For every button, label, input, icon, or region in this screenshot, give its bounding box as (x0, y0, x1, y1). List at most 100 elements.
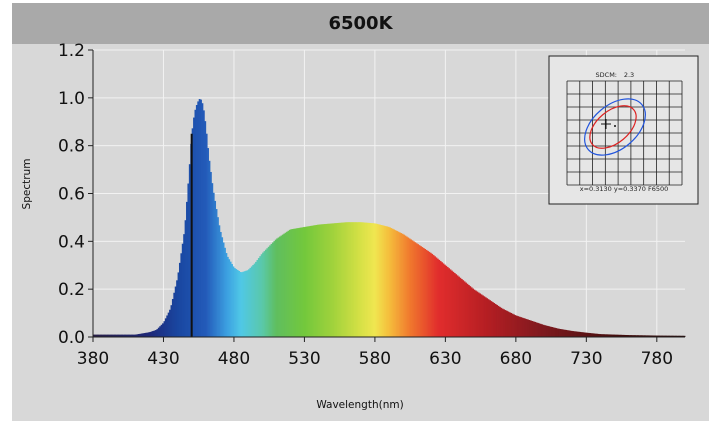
spectrum-bar (443, 264, 446, 337)
spectrum-bar (348, 222, 350, 337)
spectrum-bar (456, 275, 459, 337)
spectrum-bar (656, 335, 659, 337)
spectrum-bar (225, 253, 228, 337)
spectrum-bar (135, 334, 138, 337)
x-tick-label: 580 (359, 349, 391, 369)
spectrum-bar (425, 249, 428, 337)
spectrum-bar (357, 222, 360, 337)
spectrum-bar (291, 229, 294, 337)
spectrum-bar (341, 222, 343, 337)
chart-title-bar: 6500K (12, 3, 709, 44)
spectrum-bar (132, 334, 135, 337)
spectrum-bar (486, 298, 489, 337)
spectrum-bar (562, 329, 565, 337)
spectrum-bar (101, 334, 104, 337)
spectrum-bar (379, 224, 381, 337)
spectrum-bar (600, 334, 603, 337)
spectrum-bar (95, 334, 98, 337)
spectrum-bar (462, 280, 465, 337)
spectrum-bar (439, 261, 442, 337)
spectrum-bar (565, 329, 567, 337)
spectrum-bar (138, 334, 140, 337)
spectrum-bar (420, 246, 422, 337)
spectrum-bar (428, 251, 431, 337)
spectrum-bar (411, 240, 414, 337)
spectrum-bar (474, 290, 477, 337)
spectrum-bar (211, 183, 214, 337)
spectrum-bar (100, 334, 102, 337)
spectrum-bar (356, 222, 359, 337)
spectrum-bar (535, 322, 538, 337)
spectrum-bar (466, 283, 469, 337)
x-tick-label: 630 (429, 349, 461, 369)
spectrum-bar (622, 334, 625, 337)
spectrum-bar (615, 334, 618, 337)
spectrum-bar (480, 294, 483, 337)
spectrum-bar (541, 324, 544, 337)
spectrum-bar (542, 324, 545, 337)
spectrum-bar (140, 333, 143, 337)
spectrum-bar (515, 315, 518, 337)
spectrum-bar (201, 103, 204, 338)
spectrum-bar (556, 328, 559, 337)
spectrum-bar (146, 332, 149, 337)
spectrum-bar (407, 237, 410, 337)
spectrum-bar (586, 332, 589, 337)
spectrum-bar (214, 200, 217, 337)
spectrum-bar (539, 323, 542, 337)
spectrum-bar (553, 327, 556, 337)
spectrum-bar (187, 183, 190, 337)
spectrum-bar (417, 244, 419, 337)
spectrum-bar (276, 238, 279, 337)
y-axis-title: Spectrum (21, 159, 33, 210)
spectrum-bar (109, 334, 112, 337)
spectrum-bar (524, 318, 527, 337)
spectrum-bar (184, 220, 187, 337)
spectrum-bar (400, 233, 403, 337)
spectrum-bar (482, 295, 484, 337)
spectrum-bar (641, 335, 644, 337)
spectrum-bar (270, 243, 273, 337)
spectrum-bar (149, 331, 152, 337)
spectrum-bar (308, 226, 311, 337)
spectrum-bar (215, 209, 218, 337)
spectrum-bar (159, 326, 162, 337)
spectrum-bar (246, 270, 249, 337)
spectrum-bar (287, 230, 290, 337)
spectrum-bar (679, 335, 682, 337)
spectrum-bar (311, 225, 314, 337)
spectrum-bar (343, 222, 346, 337)
spectrum-bar (377, 224, 380, 337)
spectrum-bar (544, 325, 546, 337)
spectrum-bar (635, 335, 638, 337)
spectrum-bar (350, 222, 353, 337)
spectrum-bar (621, 334, 624, 337)
spectrum-bar (397, 231, 400, 337)
spectrum-bar (566, 330, 569, 337)
spectrum-bar (115, 334, 118, 337)
spectrum-bar (318, 224, 321, 337)
x-tick-label: 430 (147, 349, 179, 369)
spectrum-bar (222, 242, 225, 337)
spectrum-bar (429, 252, 432, 337)
spectrum-bar (479, 293, 482, 337)
spectrum-bar (310, 225, 312, 337)
spectrum-bar (274, 239, 277, 337)
spectrum-bar (143, 333, 146, 337)
spectrum-bar (528, 320, 531, 337)
spectrum-bar (401, 233, 404, 337)
spectrum-bar (232, 266, 235, 337)
spectrum-bar (545, 325, 548, 337)
spectrum-bar (345, 222, 348, 337)
spectrum-bar (131, 334, 133, 337)
spectrum-bar (604, 334, 607, 337)
spectrum-bar (329, 223, 332, 337)
spectrum-bar (606, 334, 608, 337)
spectrum-bar (104, 334, 107, 337)
spectrum-bar (627, 335, 630, 337)
x-tick-label: 380 (77, 349, 109, 369)
spectrum-bar (661, 335, 663, 337)
spectrum-bar (603, 334, 606, 337)
spectrum-bar (569, 330, 572, 337)
spectrum-bar (307, 226, 310, 337)
